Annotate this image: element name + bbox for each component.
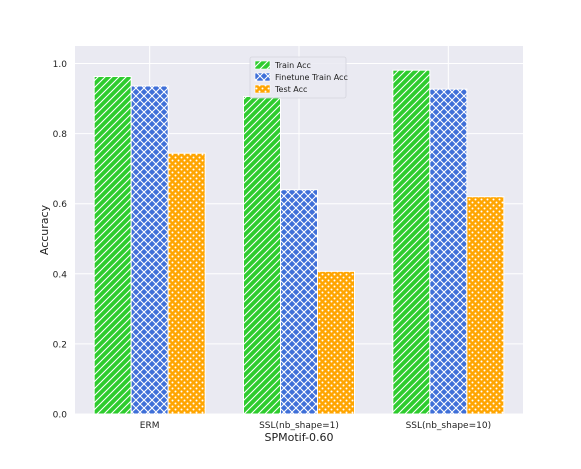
legend-swatch-hatch bbox=[254, 60, 271, 70]
bar-hatch bbox=[167, 152, 206, 415]
bar-hatch bbox=[130, 85, 169, 415]
bar-hatch bbox=[93, 75, 132, 415]
y-tick-labels: 0.0 0.2 0.4 0.6 0.8 1.0 bbox=[53, 60, 68, 420]
x-tick-label: SSL(nb_shape=10) bbox=[406, 421, 492, 431]
bar-hatch bbox=[243, 95, 281, 415]
y-tick-label: 0.0 bbox=[53, 411, 68, 421]
legend-swatch-hatch bbox=[254, 72, 271, 82]
x-axis-label: SPMotif-0.60 bbox=[265, 431, 334, 444]
y-tick-label: 0.4 bbox=[53, 270, 68, 280]
bar-hatch bbox=[280, 189, 318, 415]
legend-label: Train Acc bbox=[274, 61, 311, 70]
y-axis-label: Accuracy bbox=[38, 204, 51, 255]
x-tick-label: ERM bbox=[140, 421, 160, 431]
legend-label: Finetune Train Acc bbox=[275, 73, 348, 82]
y-tick-label: 0.8 bbox=[53, 130, 68, 140]
x-tick-labels: ERM SSL(nb_shape=1) SSL(nb_shape=10) bbox=[140, 421, 491, 431]
legend-swatch-hatch bbox=[254, 84, 271, 94]
legend-box bbox=[249, 56, 347, 99]
bar-hatch bbox=[392, 69, 431, 415]
bars bbox=[93, 69, 505, 415]
y-tick-label: 0.2 bbox=[53, 340, 67, 350]
y-tick-label: 0.6 bbox=[53, 200, 68, 210]
x-tick-label: SSL(nb_shape=1) bbox=[259, 421, 339, 431]
bar-hatch bbox=[429, 88, 468, 415]
legend-label: Test Acc bbox=[274, 85, 307, 94]
y-tick-label: 1.0 bbox=[53, 60, 68, 70]
legend: Train Acc Finetune Train Acc Test Acc bbox=[249, 56, 348, 99]
bar-hatch bbox=[466, 196, 505, 415]
bar-hatch bbox=[317, 270, 355, 415]
